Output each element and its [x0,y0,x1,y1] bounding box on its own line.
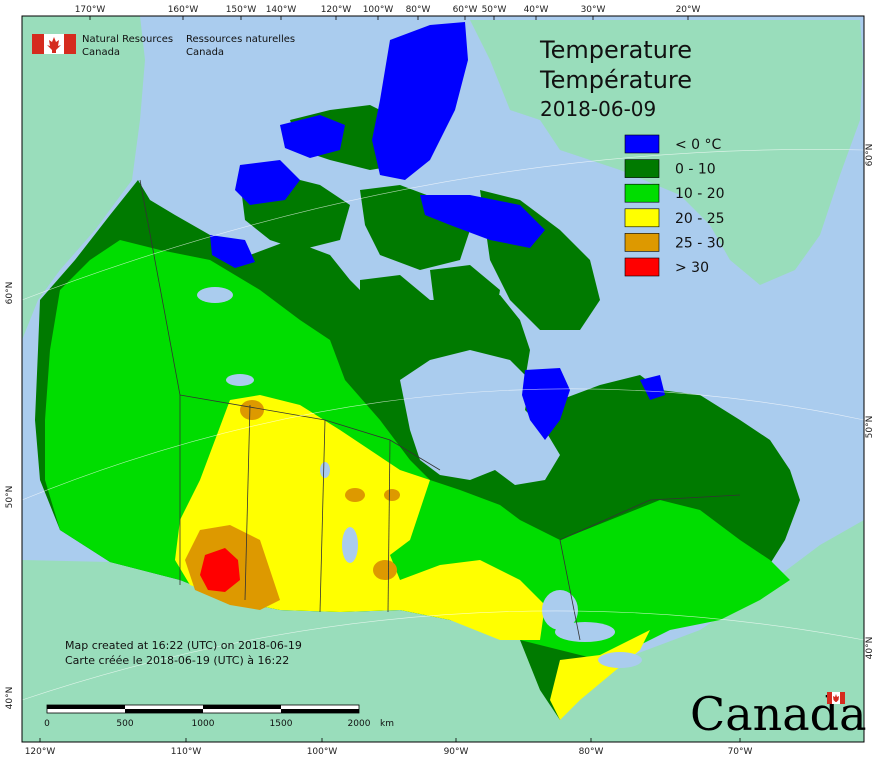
top-longitude-ticks: 170°W 160°W 150°W 140°W 120°W 100°W 80°W 60°W 50… [75,5,701,20]
scale-label: 500 [116,719,133,729]
top-tick-label: 80°W [406,5,431,15]
nrcan-signature: Natural Resources Canada Ressources natu… [32,34,295,58]
hudson-bay [400,350,560,485]
bottom-tick-label: 110°W [171,747,202,757]
legend-swatch [624,233,660,252]
canada-flag-icon [32,34,76,54]
bottom-tick-label: 90°W [444,747,469,757]
legend-label: < 0 °C [675,137,722,153]
left-tick-label: 60°N [5,282,15,305]
zone-25-30-patch [384,489,400,501]
dept-en-line2: Canada [82,47,120,58]
bottom-tick-label: 120°W [25,747,56,757]
graticule [21,149,865,701]
top-tick-label: 30°W [581,5,606,15]
bottom-tick-label: 100°W [307,747,338,757]
right-tick-label: 40°N [865,637,875,660]
legend-label: 0 - 10 [675,162,716,178]
top-tick-label: 100°W [363,5,394,15]
right-tick-label: 60°N [865,144,875,167]
created-note-en: Map created at 16:22 (UTC) on 2018-06-19 [65,639,302,652]
alaska-landmass [22,16,145,340]
legend-swatch [624,183,660,203]
top-tick-label: 170°W [75,5,106,15]
greenland-landmass [470,20,863,285]
legend-swatch [624,134,660,154]
bottom-longitude-ticks: 120°W 110°W 100°W 90°W 80°W 70°W [25,738,753,757]
top-tick-label: 120°W [321,5,352,15]
map-area [21,16,865,742]
top-tick-label: 160°W [168,5,199,15]
legend-swatch [624,208,660,228]
top-tick-label: 140°W [266,5,297,15]
scale-unit: km [380,719,394,729]
bottom-tick-label: 80°W [579,747,604,757]
scale-label: 1000 [192,719,215,729]
legend: < 0 °C 0 - 10 10 - 20 20 - 25 25 - 30 > 30 [624,134,725,277]
bottom-tick-label: 70°W [728,747,753,757]
legend-label: 20 - 25 [675,211,725,227]
lakes [197,287,642,668]
scale-label: 1500 [270,719,293,729]
legend-swatch [624,257,660,277]
top-tick-label: 150°W [226,5,257,15]
legend-label: 25 - 30 [675,235,725,251]
province-boundaries [139,179,741,641]
dept-en-line1: Natural Resources [82,34,173,45]
right-tick-label: 50°N [865,416,875,439]
created-note-fr: Carte créée le 2018-06-19 (UTC) à 16:22 [65,654,289,667]
scale-label: 0 [44,719,50,729]
title-en: Temperature [539,36,692,64]
zone-over-30 [200,548,240,592]
title-fr: Température [539,66,692,94]
map-border [21,15,865,743]
zone-25-30-patch [240,400,264,420]
right-latitude-ticks: 60°N 50°N 40°N [865,144,875,660]
top-tick-label: 20°W [676,5,701,15]
zone-25-30-patch [345,488,365,502]
left-latitude-ticks: 60°N 50°N 40°N [5,282,15,710]
dept-fr-line1: Ressources naturelles [186,34,295,45]
usa-landmass [22,520,864,742]
top-tick-label: 50°W [482,5,507,15]
legend-swatch [624,159,660,178]
zone-below-0 [210,22,665,440]
left-tick-label: 50°N [5,486,15,509]
wordmark-flag-icon [827,692,845,704]
map-date: 2018-06-09 [540,97,656,121]
dept-fr-line2: Canada [186,47,224,58]
top-tick-label: 40°W [524,5,549,15]
zone-25-30-patch [373,560,397,580]
canada-wordmark: Canada [690,687,867,741]
scale-bar: 0 500 1000 1500 2000 km [44,704,394,729]
left-tick-label: 40°N [5,687,15,710]
top-tick-label: 60°W [453,5,478,15]
legend-label: 10 - 20 [675,186,725,202]
legend-label: > 30 [675,260,709,276]
scale-label: 2000 [348,719,371,729]
